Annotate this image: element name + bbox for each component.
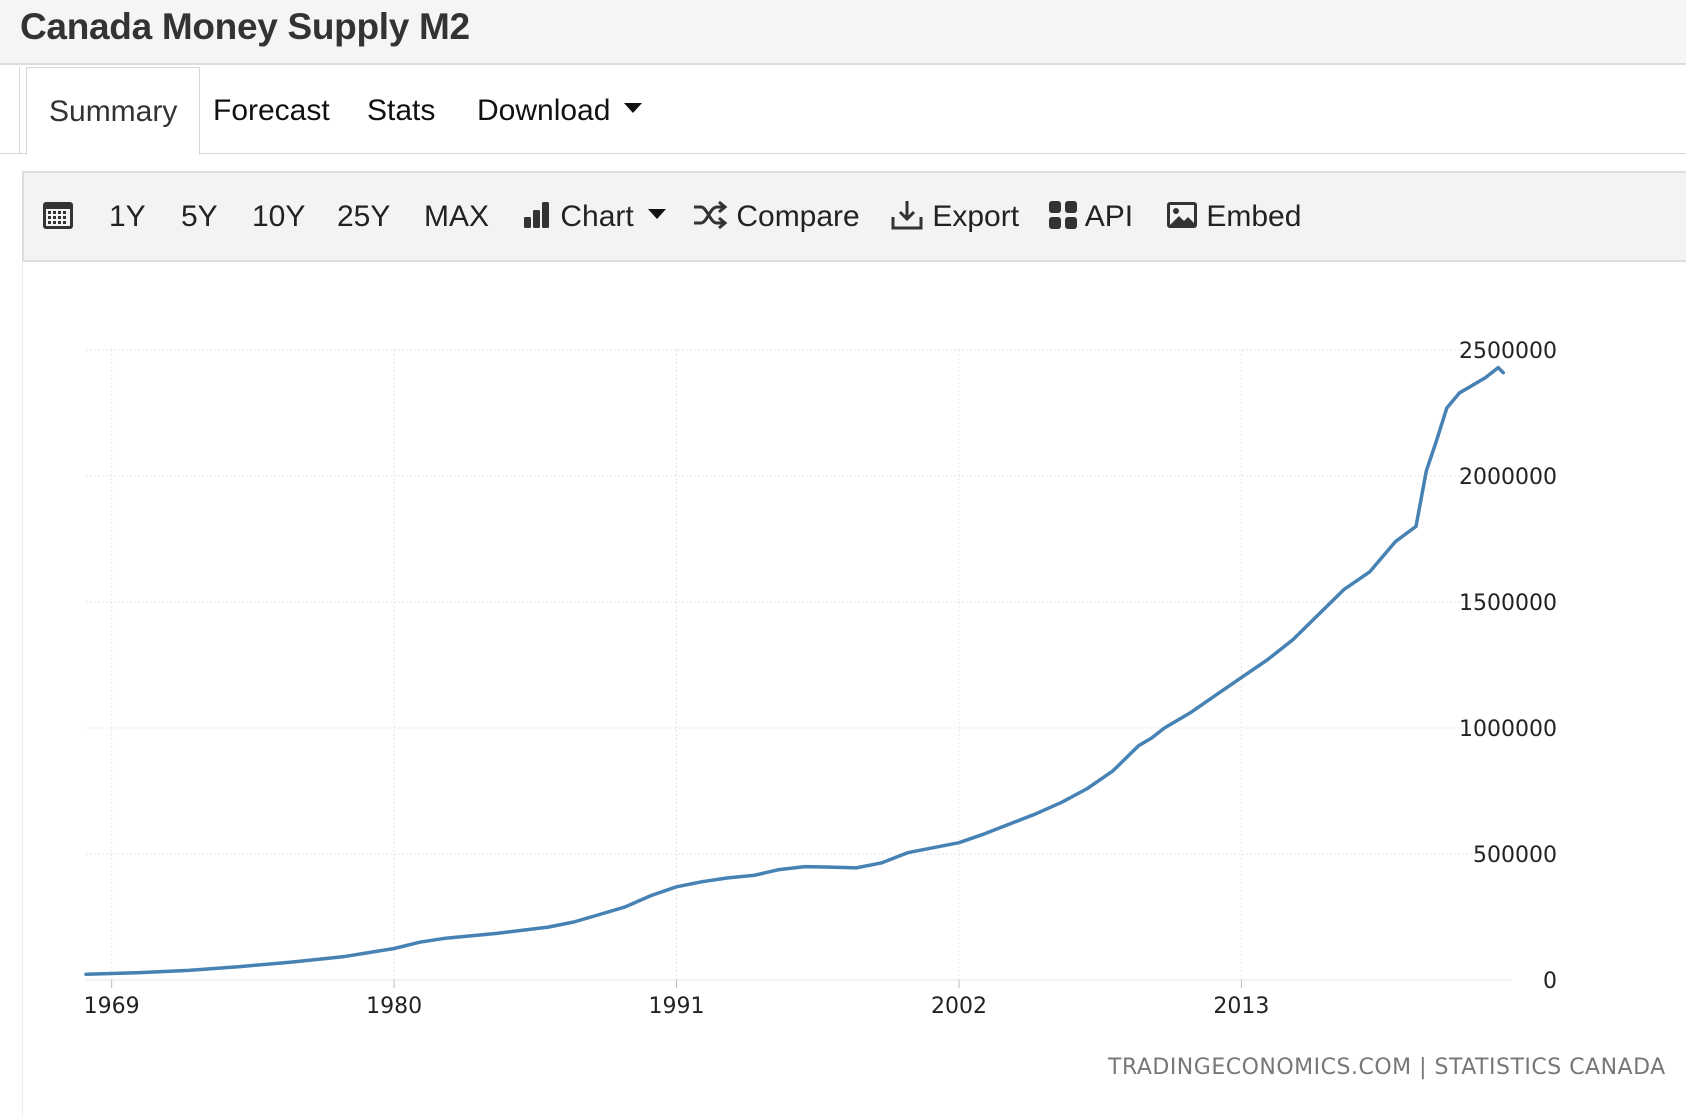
calendar-icon bbox=[43, 202, 73, 230]
compare-label: Compare bbox=[736, 200, 860, 233]
x-tick-label: 2002 bbox=[931, 994, 987, 1019]
tab-bar-left-rule bbox=[0, 67, 20, 154]
embed-label: Embed bbox=[1206, 200, 1302, 233]
page-title: Canada Money Supply M2 bbox=[20, 6, 470, 47]
title-bar: Canada Money Supply M2 bbox=[0, 0, 1686, 65]
image-icon bbox=[1167, 202, 1197, 229]
compare-button[interactable]: Compare bbox=[692, 173, 860, 260]
shuffle-icon bbox=[694, 200, 728, 230]
api-grid-icon bbox=[1049, 201, 1077, 230]
y-tick-label: 1500000 bbox=[1459, 591, 1557, 616]
chart-type-button[interactable]: Chart bbox=[522, 173, 666, 260]
series-line bbox=[84, 365, 1506, 976]
x-tick-label: 1991 bbox=[649, 994, 705, 1019]
download-icon bbox=[891, 201, 923, 230]
tab-bar: Summary Forecast Stats Download bbox=[0, 67, 1686, 155]
y-tick-label: 2000000 bbox=[1459, 465, 1557, 490]
tab-download-label: Download bbox=[477, 94, 611, 127]
range-25y-button[interactable]: 25Y bbox=[337, 200, 391, 233]
chevron-down-icon bbox=[624, 103, 643, 114]
x-tick-label: 2013 bbox=[1213, 994, 1269, 1019]
range-1y-button[interactable]: 1Y bbox=[109, 200, 146, 233]
y-tick-label: 500000 bbox=[1473, 843, 1557, 868]
export-button[interactable]: Export bbox=[890, 173, 1019, 260]
x-tick-label: 1980 bbox=[366, 994, 422, 1019]
api-label: API bbox=[1084, 200, 1134, 233]
chevron-down-icon bbox=[647, 209, 666, 220]
calendar-button[interactable] bbox=[42, 173, 74, 260]
tab-forecast[interactable]: Forecast bbox=[213, 94, 330, 127]
range-5y-button[interactable]: 5Y bbox=[181, 200, 218, 233]
tab-download[interactable]: Download bbox=[477, 67, 643, 154]
y-tick-label: 1000000 bbox=[1459, 717, 1557, 742]
chart-type-label: Chart bbox=[560, 200, 634, 233]
range-10y-button[interactable]: 10Y bbox=[252, 200, 306, 233]
api-button[interactable]: API bbox=[1048, 173, 1133, 260]
bar-chart-icon bbox=[524, 202, 549, 229]
range-max-button[interactable]: MAX bbox=[424, 200, 490, 233]
chart-area: 0 500000 1000000 1500000 2000000 2500000 1969 1… bbox=[22, 262, 1686, 1118]
embed-button[interactable]: Embed bbox=[1166, 173, 1301, 260]
tab-stats[interactable]: Stats bbox=[367, 94, 436, 127]
export-label: Export bbox=[932, 200, 1020, 233]
y-tick-label: 0 bbox=[1543, 969, 1557, 994]
line-chart: 0 500000 1000000 1500000 2000000 2500000 1969 1… bbox=[84, 339, 1557, 1019]
x-tick-label: 1969 bbox=[84, 994, 140, 1019]
y-tick-label: 2500000 bbox=[1459, 339, 1557, 364]
source-attribution: TRADINGECONOMICS.COM | STATISTICS CANADA bbox=[1108, 1055, 1666, 1080]
chart-toolbar: 1Y 5Y 10Y 25Y MAX Chart Compare Export bbox=[22, 171, 1686, 262]
tab-summary[interactable]: Summary bbox=[26, 67, 201, 155]
